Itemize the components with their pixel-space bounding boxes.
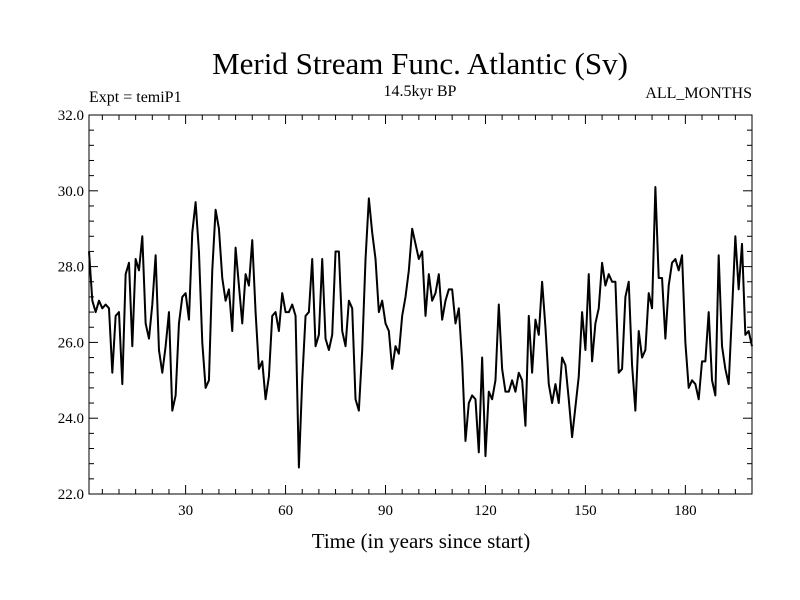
x-tick-label: 30 bbox=[178, 503, 193, 519]
y-tick-label: 30.0 bbox=[58, 184, 84, 200]
x-tick-label: 90 bbox=[378, 503, 393, 519]
y-tick-label: 26.0 bbox=[58, 335, 84, 351]
plot-frame bbox=[88, 114, 753, 495]
y-tick-label: 32.0 bbox=[58, 108, 84, 124]
x-tick-label: 180 bbox=[674, 503, 697, 519]
chart-title: Merid Stream Func. Atlantic (Sv) bbox=[212, 46, 628, 81]
plot-area: 22.0 24.0 26.0 28.0 30.0 32.0 30 60 90 120 150 180 bbox=[58, 108, 753, 519]
y-tick-label: 24.0 bbox=[58, 411, 84, 427]
x-tick-label: 120 bbox=[474, 503, 497, 519]
experiment-label: Expt = temiP1 bbox=[89, 89, 182, 106]
x-axis-label: Time (in years since start) bbox=[312, 529, 531, 553]
y-tick-label: 22.0 bbox=[58, 487, 84, 503]
series-line-0 bbox=[88, 186, 753, 469]
months-label: ALL_MONTHS bbox=[645, 85, 752, 102]
x-tick-label: 150 bbox=[574, 503, 597, 519]
x-tick-label: 60 bbox=[278, 503, 293, 519]
y-tick-label: 28.0 bbox=[58, 260, 84, 276]
period-label: 14.5kyr BP bbox=[384, 83, 457, 100]
